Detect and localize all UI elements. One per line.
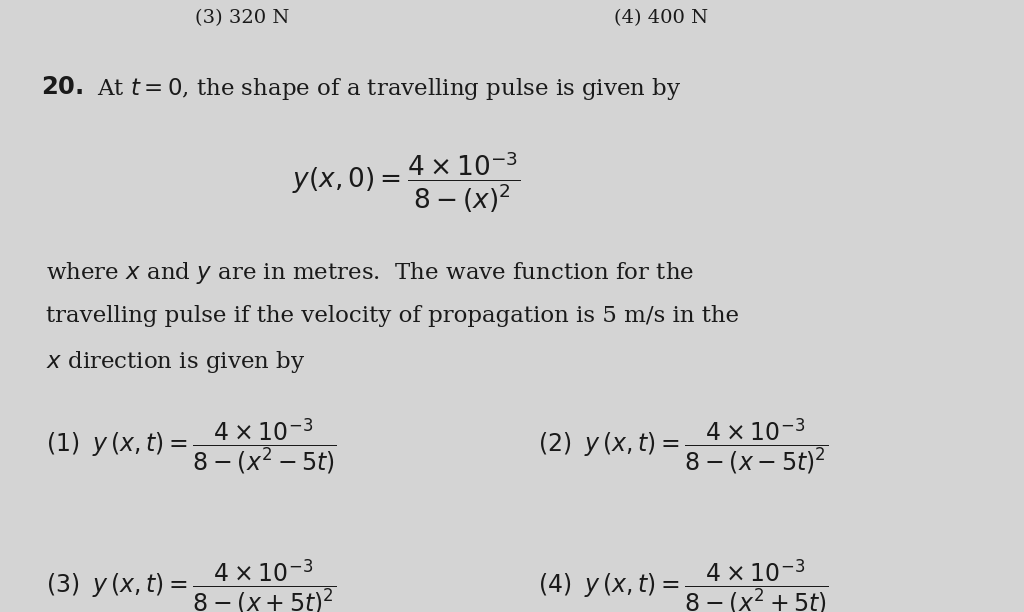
- Text: $(2)\;\; y\,(x,t) = \dfrac{4\times10^{-3}}{8-(x-5t)^{2}}$: $(2)\;\; y\,(x,t) = \dfrac{4\times10^{-3…: [538, 416, 827, 476]
- Text: $(3)\;\; y\,(x,t) = \dfrac{4\times10^{-3}}{8-(x+5t)^{2}}$: $(3)\;\; y\,(x,t) = \dfrac{4\times10^{-3…: [46, 557, 336, 612]
- Text: $x$ direction is given by: $x$ direction is given by: [46, 349, 305, 375]
- Text: travelling pulse if the velocity of propagation is 5 m/s in the: travelling pulse if the velocity of prop…: [46, 305, 739, 327]
- Text: $(1)\;\; y\,(x,t) = \dfrac{4\times10^{-3}}{8-(x^{2}-5t)}$: $(1)\;\; y\,(x,t) = \dfrac{4\times10^{-3…: [46, 416, 337, 476]
- Text: where $x$ and $y$ are in metres.  The wave function for the: where $x$ and $y$ are in metres. The wav…: [46, 260, 694, 286]
- Text: $y(x,0) = \dfrac{4\times10^{-3}}{8-(x)^{2}}$: $y(x,0) = \dfrac{4\times10^{-3}}{8-(x)^{…: [292, 150, 520, 215]
- Text: (4) 400 N: (4) 400 N: [614, 9, 709, 27]
- Text: $(4)\;\; y\,(x,t) = \dfrac{4\times10^{-3}}{8-(x^{2}+5t)}$: $(4)\;\; y\,(x,t) = \dfrac{4\times10^{-3…: [538, 557, 828, 612]
- Text: $\mathbf{20.}$: $\mathbf{20.}$: [41, 76, 84, 100]
- Text: At $t=0$, the shape of a travelling pulse is given by: At $t=0$, the shape of a travelling puls…: [97, 76, 682, 102]
- Text: (3) 320 N: (3) 320 N: [195, 9, 289, 27]
